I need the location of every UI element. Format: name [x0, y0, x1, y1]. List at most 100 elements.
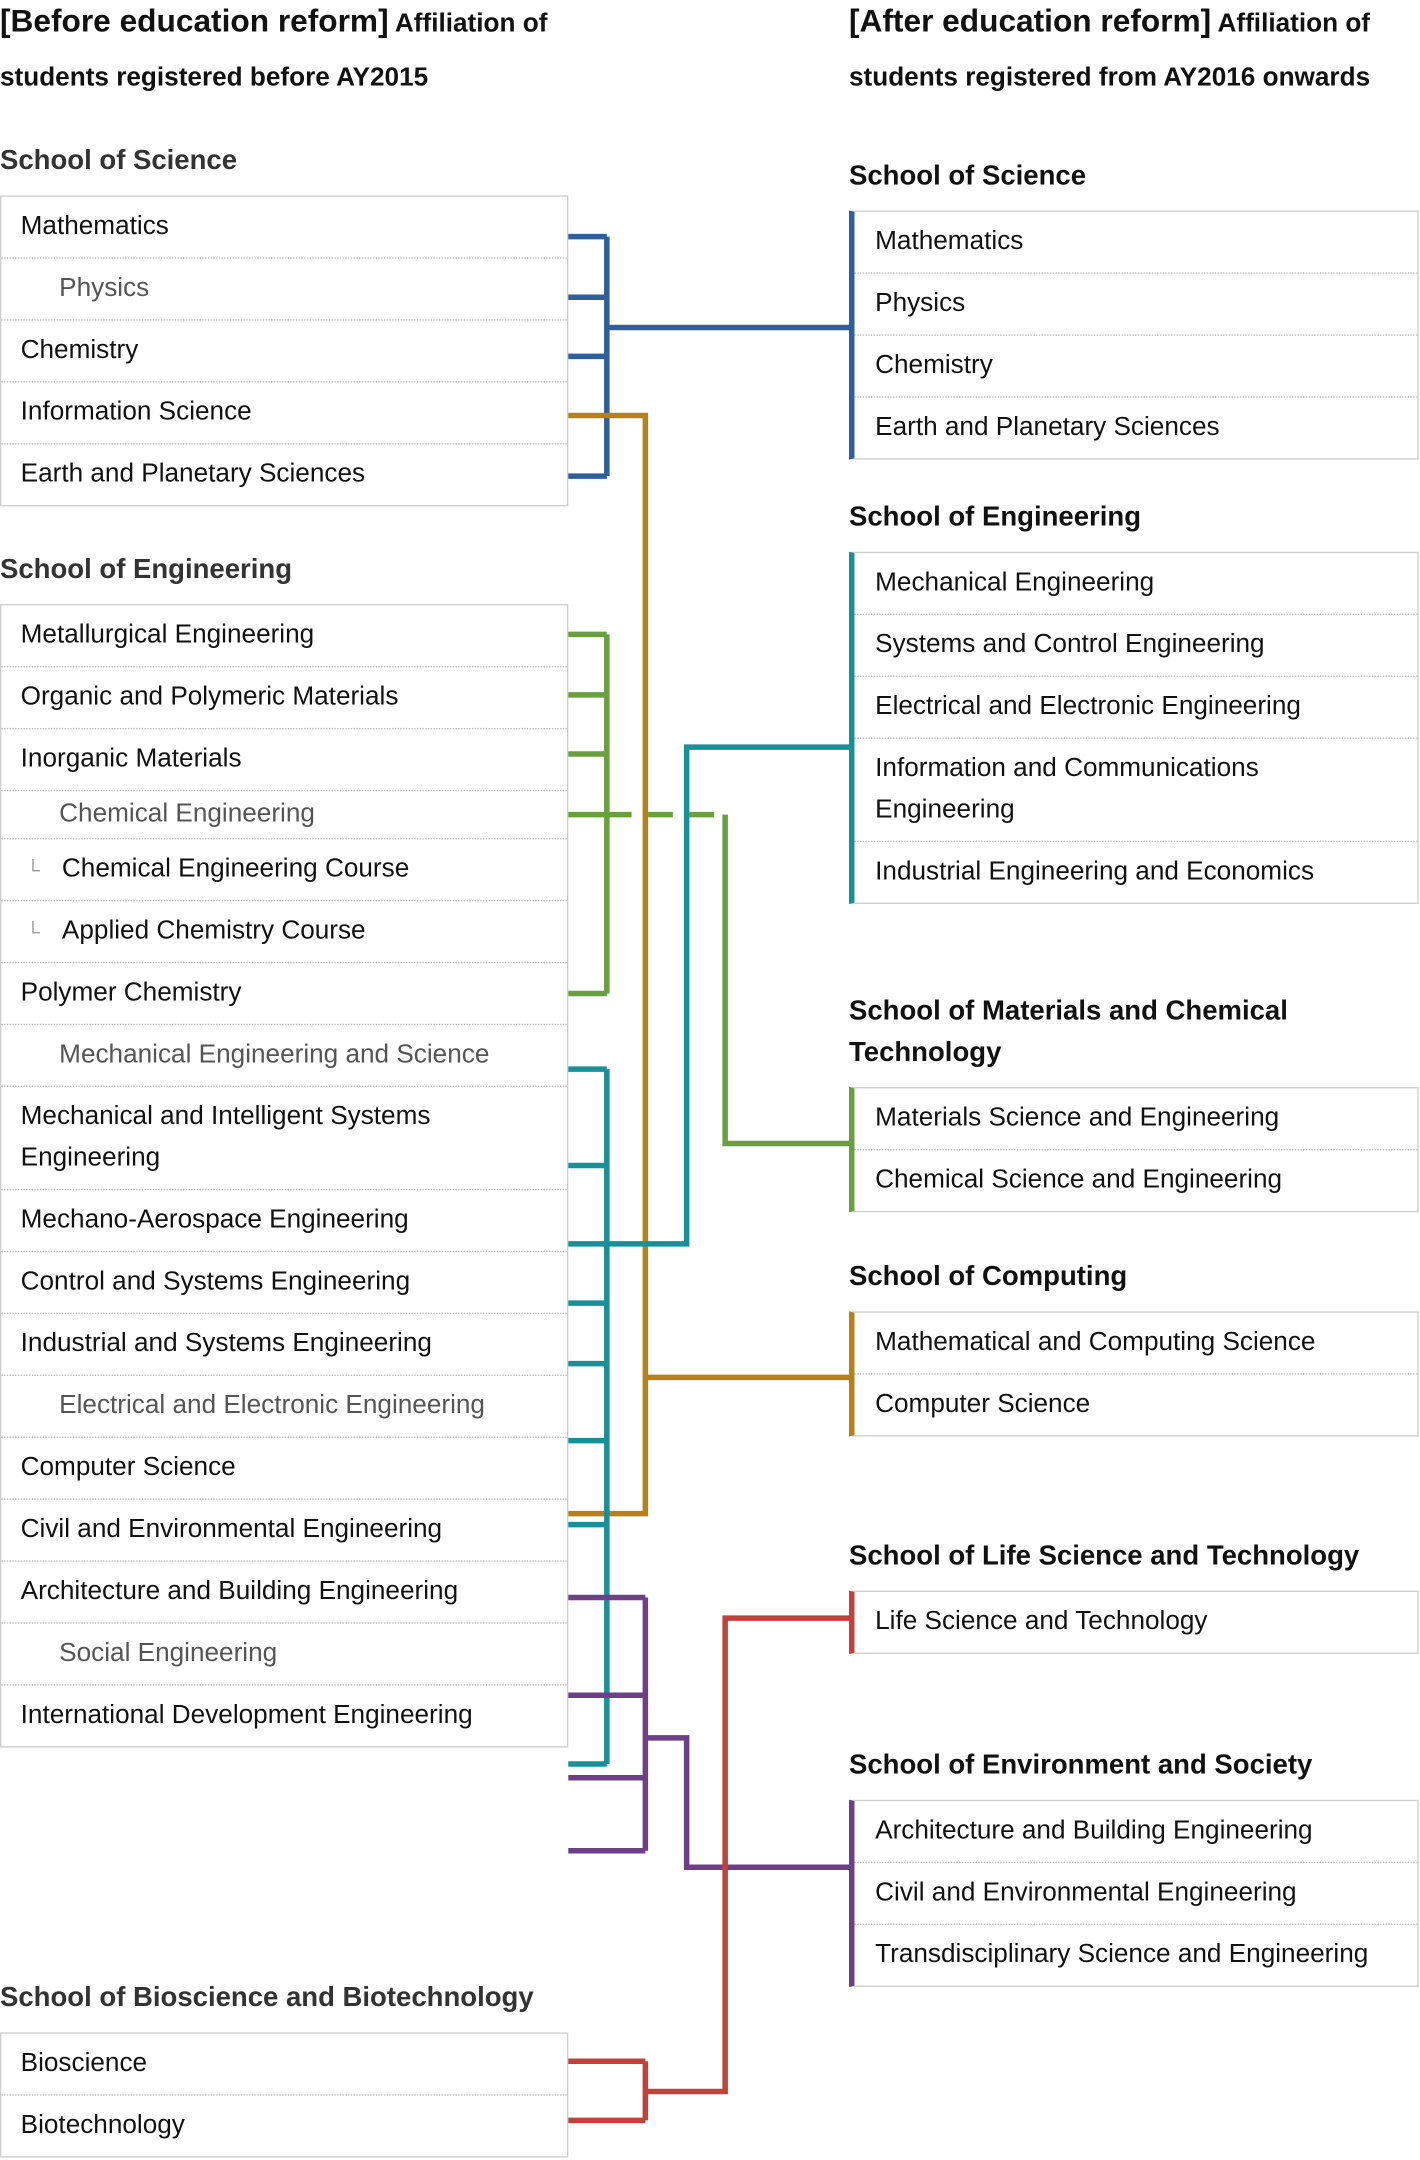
department-item: Chemistry	[1, 319, 567, 381]
department-item: Social Engineering	[1, 1622, 567, 1684]
department-item: Metallurgical Engineering	[1, 605, 567, 666]
department-item: Industrial and Systems Engineering	[1, 1312, 567, 1375]
department-item: Chemical Science and Engineering	[854, 1148, 1418, 1211]
department-list: Mathematical and Computing Science Comput…	[848, 1311, 1419, 1437]
department-label: Physics	[59, 273, 150, 303]
department-list: Materials Science and Engineering Chemica…	[848, 1087, 1419, 1213]
department-label: Chemistry	[875, 350, 993, 380]
department-label: Chemical Engineering	[59, 799, 315, 829]
department-label: Chemical Engineering Course	[61, 854, 410, 884]
before-school-section: School of Engineering Metallurgical Engin…	[0, 549, 569, 1748]
department-item: Mechanical Engineering and Science	[1, 1023, 567, 1086]
school-heading: School of Materials and Chemical Technol…	[848, 996, 1288, 1068]
engineering-connector	[568, 744, 851, 1767]
department-list: Mechanical Engineering Systems and Contro…	[848, 551, 1419, 905]
department-item: International Development Engineering	[1, 1684, 567, 1746]
after-title: [After education reform] Affiliation of …	[849, 0, 1420, 105]
school-heading: School of Science	[848, 160, 1087, 192]
school-heading: School of Computing	[848, 1261, 1128, 1293]
department-item: Life Science and Technology	[854, 1592, 1417, 1653]
department-item: Mechanical and Intelligent Systems Engin…	[1, 1085, 567, 1189]
department-label: Bioscience	[20, 2048, 148, 2078]
department-item: Biotechnology	[1, 2094, 567, 2156]
department-item: Computer Science	[1, 1436, 567, 1499]
department-list: Metallurgical Engineering Organic and Pol…	[0, 604, 569, 1748]
department-item: Organic and Polymeric Materials	[1, 665, 567, 728]
sub-course-marker: └	[26, 920, 40, 943]
department-label: Metallurgical Engineering	[20, 620, 315, 650]
after-school-section: School of Science Mathematics Physics Chemi…	[848, 155, 1419, 460]
after-title-rest: Affiliation of students registered from …	[848, 9, 1371, 93]
department-item: Physics	[854, 272, 1418, 334]
department-item: Inorganic Materials	[1, 727, 567, 790]
department-item: Mathematics	[1, 197, 567, 258]
after-school-section: School of Environment and Society Archite…	[848, 1745, 1419, 1987]
department-label: Applied Chemistry Course	[61, 916, 366, 946]
sub-course-marker: └	[26, 858, 40, 881]
department-item: └ Applied Chemistry Course	[1, 899, 567, 962]
department-item: Architecture and Building Engineering	[1, 1560, 567, 1622]
department-label: Information and Communications Engineeri…	[875, 754, 1259, 825]
department-label: Social Engineering	[59, 1638, 278, 1668]
department-list: Life Science and Technology	[848, 1590, 1419, 1654]
after-school-section: School of Materials and Chemical Technol…	[848, 991, 1419, 1213]
department-label: Biotechnology	[20, 2110, 185, 2140]
department-label: International Development Engineering	[20, 1700, 473, 1730]
department-list: Architecture and Building Engineering Civ…	[848, 1799, 1419, 1987]
school-heading: School of Engineering	[848, 502, 1142, 533]
school-heading: School of Engineering	[0, 554, 293, 585]
department-item: Physics	[1, 257, 567, 319]
department-label: Mechanical Engineering and Science	[59, 1040, 490, 1070]
department-label: Mathematical and Computing Science	[875, 1327, 1316, 1357]
department-label: Mechanical Engineering	[875, 568, 1155, 598]
department-label: Information Science	[20, 397, 252, 427]
materials-connector	[568, 631, 610, 997]
department-item: Mathematics	[854, 212, 1417, 273]
department-item: Materials Science and Engineering	[854, 1088, 1417, 1149]
department-item: Information and Communications Engineeri…	[854, 737, 1418, 841]
department-item: Systems and Control Engineering	[854, 613, 1418, 676]
department-item: Chemistry	[854, 334, 1418, 396]
department-item: Control and Systems Engineering	[1, 1250, 567, 1313]
department-label: Electrical and Electronic Engineering	[59, 1391, 485, 1421]
department-label: Chemical Science and Engineering	[875, 1165, 1283, 1195]
department-label: Civil and Environmental Engineering	[875, 1878, 1297, 1908]
life-science-connector	[568, 1615, 851, 2124]
department-item: Civil and Environmental Engineering	[854, 1861, 1418, 1924]
department-label: Control and Systems Engineering	[20, 1267, 411, 1297]
department-item: Information Science	[1, 381, 567, 443]
department-item: Transdisciplinary Science and Engineerin…	[854, 1923, 1418, 1986]
school-heading: School of Life Science and Technology	[848, 1541, 1360, 1572]
department-item: Mathematical and Computing Science	[854, 1313, 1417, 1374]
department-item: Bioscience	[1, 2034, 567, 2095]
department-label: Computer Science	[20, 1453, 236, 1482]
materials-connector-main	[722, 814, 851, 1147]
department-item: └ Chemical Engineering Course	[1, 837, 567, 900]
department-label: Civil and Environmental Engineering	[20, 1514, 443, 1544]
before-title: [Before education reform] Affiliation of…	[0, 0, 564, 105]
department-label: Architecture and Building Engineering	[20, 1576, 459, 1606]
before-school-section: School of Science Mathematics Physics Chemi…	[0, 140, 569, 507]
department-item: Electrical and Electronic Engineering	[854, 675, 1418, 738]
environment-connector	[568, 1594, 851, 1870]
department-list: Mathematics Physics Chemistry Information S…	[0, 195, 569, 507]
after-school-section: School of Engineering Mechanical Engineer…	[848, 497, 1419, 905]
department-label: Systems and Control Engineering	[875, 630, 1265, 660]
department-label: Physics	[875, 288, 966, 318]
department-item: Computer Science	[854, 1373, 1418, 1435]
department-label: Earth and Planetary Sciences	[875, 412, 1220, 442]
department-item: Chemical Engineering	[1, 789, 567, 838]
computing-connector	[568, 412, 851, 1517]
department-label: Computer Science	[875, 1389, 1091, 1419]
department-label: Earth and Planetary Sciences	[20, 459, 366, 489]
before-title-rest: Affiliation of students registered befor…	[0, 9, 548, 93]
department-item: Mechanical Engineering	[854, 553, 1417, 614]
department-label: Materials Science and Engineering	[875, 1103, 1280, 1133]
department-label: Chemistry	[20, 335, 139, 365]
department-label: Architecture and Building Engineering	[875, 1816, 1313, 1846]
department-label: Mechanical and Intelligent Systems Engin…	[20, 1102, 431, 1173]
department-item: Earth and Planetary Sciences	[854, 396, 1418, 458]
department-label: Industrial and Systems Engineering	[20, 1329, 432, 1359]
department-label: Transdisciplinary Science and Engineerin…	[875, 1940, 1369, 1970]
department-label: Mechano-Aerospace Engineering	[20, 1205, 409, 1235]
